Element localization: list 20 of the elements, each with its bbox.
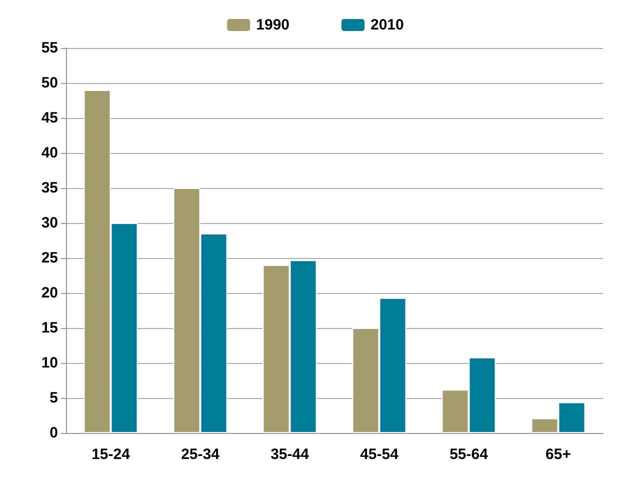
y-tick-label: 5: [50, 390, 58, 406]
x-tick-label: 25-34: [181, 446, 220, 463]
y-tick-label: 35: [41, 180, 58, 196]
y-tick-label: 15: [41, 320, 58, 336]
y-tick-label: 10: [41, 354, 58, 372]
x-tick-label: 65+: [546, 446, 572, 463]
x-tick-label: 15-24: [92, 446, 131, 463]
y-tick-label: 30: [41, 214, 58, 232]
y-tick-label: 25: [41, 250, 58, 266]
legend-label: 2010: [370, 16, 404, 34]
y-tick-label: 55: [41, 40, 58, 56]
x-tick-label: 55-64: [450, 446, 489, 463]
legend-label: 1990: [256, 16, 290, 34]
y-tick-label: 50: [41, 74, 58, 92]
y-tick-label: 40: [41, 144, 58, 162]
y-tick-label: 0: [50, 424, 58, 442]
x-tick-label: 35-44: [270, 446, 310, 463]
y-tick-label: 45: [41, 110, 58, 126]
y-tick-label: 20: [41, 284, 58, 302]
x-tick-label: 45-54: [360, 446, 400, 463]
